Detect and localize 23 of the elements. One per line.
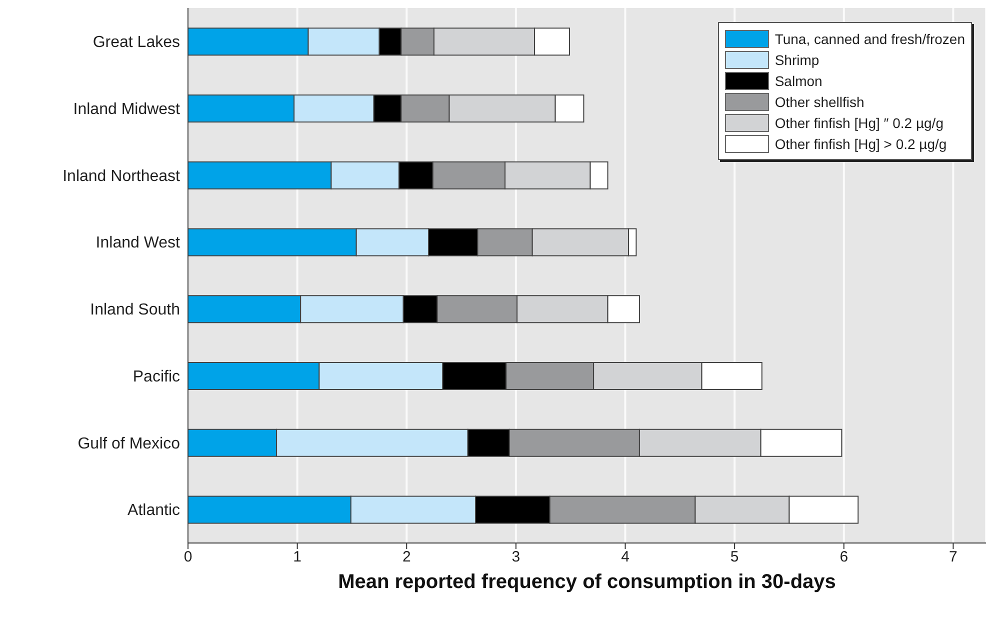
legend-label: Other finfish [Hg] > 0.2 µg/g [774, 136, 947, 152]
y-tick-label: Inland South [90, 302, 180, 319]
x-tick-label: 5 [730, 548, 739, 566]
x-tick-label: 1 [293, 548, 302, 566]
x-tick-label: 7 [949, 548, 958, 566]
y-tick-label: Inland West [96, 234, 181, 252]
legend-label: Salmon [774, 72, 822, 88]
y-tick-label: Pacific [132, 368, 180, 386]
legend-label: Other shellfish [774, 94, 864, 110]
y-tick-label: Atlantic [128, 502, 180, 520]
x-tick-label: 6 [840, 548, 848, 566]
legend-label: Other finfish [Hg] ″ 0.2 µg/g [774, 114, 944, 130]
x-tick-label: 2 [402, 548, 411, 566]
y-tick-label: Gulf of Mexico [78, 435, 180, 452]
legend-label: Shrimp [774, 52, 820, 68]
legend-label: Tuna, canned and fresh/frozen [774, 30, 965, 46]
y-tick-label: Great Lakes [92, 34, 180, 52]
y-tick-label: Inland Midwest [73, 100, 181, 118]
x-axis-title: Mean reported frequency of consumption in 30-days [337, 571, 837, 594]
x-tick-label: 4 [621, 548, 630, 566]
y-tick-label: Inland Northeast [62, 168, 181, 185]
x-tick-label: 0 [184, 548, 192, 566]
x-tick-label: 3 [512, 548, 520, 566]
